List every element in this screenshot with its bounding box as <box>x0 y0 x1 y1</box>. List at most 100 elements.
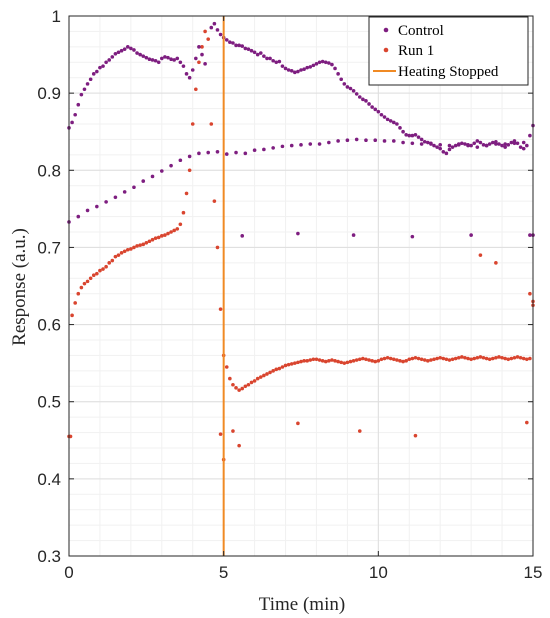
data-point <box>354 92 359 96</box>
data-point <box>88 276 93 281</box>
data-point <box>122 47 127 51</box>
data-point <box>435 356 439 361</box>
data-point <box>98 268 102 273</box>
data-point <box>194 56 198 61</box>
data-point <box>218 432 223 436</box>
legend-label-heating-stopped: Heating Stopped <box>398 64 499 80</box>
data-point <box>466 356 470 361</box>
data-point <box>475 355 480 360</box>
data-point <box>237 388 241 392</box>
data-point <box>497 355 501 359</box>
data-point <box>317 60 322 65</box>
data-point <box>246 382 251 387</box>
y-tick-label: 0.9 <box>37 84 61 103</box>
data-point <box>521 356 526 361</box>
data-point <box>317 142 322 146</box>
data-point <box>345 85 350 89</box>
data-point <box>333 66 337 71</box>
data-point <box>277 366 282 371</box>
data-point <box>265 372 269 376</box>
data-point <box>95 69 99 74</box>
data-point <box>361 97 365 102</box>
data-point <box>163 55 167 59</box>
data-point <box>453 143 458 148</box>
data-point <box>144 55 149 60</box>
data-point <box>76 214 81 219</box>
data-point <box>416 356 421 361</box>
data-point <box>91 273 96 278</box>
data-point <box>113 195 118 200</box>
data-point <box>289 143 294 148</box>
data-point <box>283 66 288 71</box>
data-point <box>330 358 334 362</box>
data-point <box>336 359 340 364</box>
data-point <box>327 61 331 65</box>
data-point <box>169 230 173 234</box>
data-point <box>385 117 390 122</box>
data-point <box>262 373 266 378</box>
data-point <box>224 38 229 42</box>
data-point <box>215 245 220 250</box>
y-tick-label: 0.4 <box>37 470 61 489</box>
data-point <box>453 356 458 361</box>
data-point <box>419 137 424 142</box>
data-point <box>410 133 415 138</box>
data-point <box>141 242 146 247</box>
data-point <box>274 367 279 372</box>
data-point <box>203 29 207 34</box>
data-point <box>478 355 483 359</box>
data-point <box>147 239 152 244</box>
data-point <box>138 243 142 247</box>
data-point <box>512 141 517 146</box>
data-point <box>426 140 430 145</box>
data-point <box>382 356 387 361</box>
data-point <box>500 355 504 360</box>
data-point <box>231 382 235 387</box>
data-point <box>190 68 195 72</box>
data-point <box>119 251 124 255</box>
data-point <box>224 152 229 156</box>
data-point <box>364 357 368 362</box>
data-point <box>240 44 245 48</box>
data-point <box>528 356 532 361</box>
y-tick-label: 0.8 <box>37 161 61 180</box>
data-point <box>153 236 158 240</box>
data-point <box>129 46 133 51</box>
data-point <box>82 87 87 92</box>
data-point <box>475 139 480 143</box>
data-point <box>166 55 170 60</box>
data-point <box>367 102 371 106</box>
data-point <box>422 139 427 144</box>
data-point <box>197 45 201 49</box>
data-point <box>410 234 415 239</box>
data-point <box>299 143 303 147</box>
data-point <box>209 25 214 30</box>
data-point <box>469 233 473 237</box>
legend-marker-control <box>383 27 389 33</box>
data-point <box>271 58 275 63</box>
data-point <box>160 169 164 173</box>
data-point <box>413 355 418 360</box>
data-point <box>456 355 461 360</box>
legend-label-control: Control <box>398 23 444 39</box>
data-point <box>178 60 183 65</box>
data-point <box>345 138 350 142</box>
y-tick-label: 0.7 <box>37 238 61 257</box>
data-point <box>357 95 362 99</box>
data-point <box>299 68 303 72</box>
data-point <box>203 62 207 66</box>
data-point <box>79 285 84 290</box>
data-point <box>475 145 480 149</box>
data-point <box>441 356 446 361</box>
data-point <box>460 141 464 146</box>
data-point <box>246 47 251 51</box>
data-point <box>293 361 297 365</box>
data-point <box>432 143 436 148</box>
data-point <box>70 120 74 125</box>
data-point <box>463 355 467 360</box>
data-point <box>444 151 449 156</box>
data-point <box>401 140 405 145</box>
data-point <box>237 43 241 48</box>
data-point <box>218 32 223 37</box>
